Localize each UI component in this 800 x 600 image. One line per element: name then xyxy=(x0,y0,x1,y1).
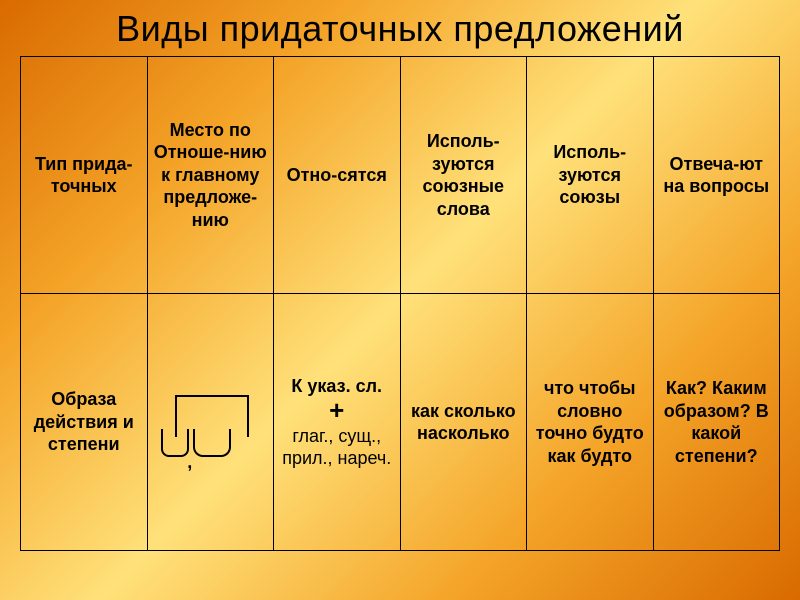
table-data-row: Образа действия и степени , К указ. сл. … xyxy=(21,294,780,551)
header-questions: Отвеча-ют на вопросы xyxy=(653,57,780,294)
header-position: Место по Отноше-нию к главному предложе-… xyxy=(147,57,274,294)
relates-line1: К указ. сл. xyxy=(291,376,382,396)
cell-type: Образа действия и степени xyxy=(21,294,148,551)
cell-relates: К указ. сл. + глаг., сущ., прил., нареч. xyxy=(274,294,401,551)
header-type: Тип прида-точных xyxy=(21,57,148,294)
sentence-schema-icon: , xyxy=(155,377,265,467)
header-union-words: Исполь-зуются союзные слова xyxy=(400,57,527,294)
header-relates: Отно-сятся xyxy=(274,57,401,294)
cell-unions: что чтобы словно точно будто как будто xyxy=(527,294,654,551)
cell-union-words: как сколько насколько xyxy=(400,294,527,551)
relates-line2: глаг., сущ., прил., нареч. xyxy=(282,426,391,469)
slide: Виды придаточных предложений Тип прида-т… xyxy=(0,0,800,600)
cell-schema: , xyxy=(147,294,274,551)
types-table: Тип прида-точных Место по Отноше-нию к г… xyxy=(20,56,780,551)
plus-icon: + xyxy=(329,395,344,425)
header-unions: Исполь-зуются союзы xyxy=(527,57,654,294)
table-header-row: Тип прида-точных Место по Отноше-нию к г… xyxy=(21,57,780,294)
slide-title: Виды придаточных предложений xyxy=(116,8,684,50)
cell-questions: Как? Каким образом? В какой степени? xyxy=(653,294,780,551)
